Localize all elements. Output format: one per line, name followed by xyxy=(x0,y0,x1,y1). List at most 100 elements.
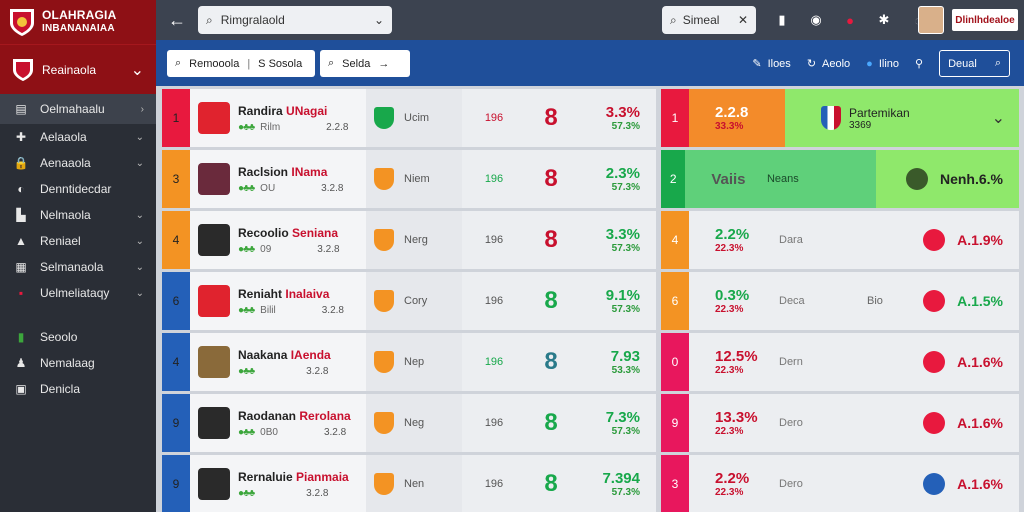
sidebar-item-oelmahaalu[interactable]: ▤ Oelmahaalu › xyxy=(0,94,156,124)
player-avatar xyxy=(198,224,230,256)
chevron-down-icon[interactable]: ⌄ xyxy=(991,110,1005,127)
globe-icon: ◐ xyxy=(17,182,25,196)
stat-end-cell: A.1.9% xyxy=(907,229,1019,251)
alert-icon[interactable]: ◉ xyxy=(810,12,822,27)
sidebar-item-label: Denicla xyxy=(40,382,81,396)
avatar[interactable] xyxy=(918,6,944,34)
player-cell[interactable]: Randira UNagai ●♣♣ Rilm 2.2.8 xyxy=(190,89,366,147)
club-cell[interactable]: Neg xyxy=(366,394,462,452)
club-cell[interactable]: Cory xyxy=(366,272,462,330)
search-icon: ⌕ xyxy=(175,57,182,69)
highlight-panel[interactable]: Partemikan 3369 ⌄ xyxy=(785,89,1019,147)
form-icons: ●♣♣ xyxy=(238,304,255,316)
player-cell[interactable]: Rernaluie Pianmaia ●♣♣ 3.2.8 xyxy=(190,455,366,512)
stat-end-value: A.1.6% xyxy=(957,415,1003,431)
filter-dropdown-chip[interactable]: ⌕ Selda → xyxy=(320,50,410,77)
bookmark-icon[interactable]: ▮ xyxy=(778,12,786,27)
stat-end-cell: A.1.5% xyxy=(907,290,1019,312)
stats-row[interactable]: 0 12.5% 22.3% Dern A.1.6% xyxy=(661,333,1019,391)
chevron-down-icon: ⌄ xyxy=(135,235,144,247)
filter-item-aeolo[interactable]: ↻ Aeolo xyxy=(806,57,850,71)
shield-icon xyxy=(13,58,33,81)
sidebar-item-selmanaola[interactable]: ▦ Selmanaola ⌄ xyxy=(0,254,156,280)
stat-percent-cell: 13.3% 22.3% xyxy=(689,409,779,437)
form-icons: ●♣♣ xyxy=(238,182,255,194)
percent-sub: 57.3% xyxy=(611,487,640,498)
player-cell[interactable]: Recoolio Seniana ●♣♣ 09 3.2.8 xyxy=(190,211,366,269)
table-row[interactable]: 1 Randira UNagai ●♣♣ Rilm 2.2.8 Ucim 196 8 3.3% 5… xyxy=(162,89,656,147)
row-rank: 9 xyxy=(162,455,190,512)
table-row[interactable]: 9 Rernaluie Pianmaia ●♣♣ 3.2.8 Nen 196 8 7.394 5… xyxy=(162,455,656,512)
pin-icon[interactable]: ⚲ xyxy=(915,58,924,70)
brand[interactable]: OLAHRAGIA INBANANAIAA xyxy=(0,0,156,44)
player-first-name: Raclsion xyxy=(238,164,289,179)
chevron-down-icon: ⌄ xyxy=(135,209,144,221)
stats-row[interactable]: 6 0.3% 22.3% Deca Bio A.1.5% xyxy=(661,272,1019,330)
stats-row[interactable]: 2 Vaiis Neans Nenh.6.% xyxy=(661,150,1019,208)
club-cell[interactable]: Nen xyxy=(366,455,462,512)
stat-end-cell: Nenh.6.% xyxy=(905,168,1019,190)
sidebar-item-reniael[interactable]: ▲ Reniael ⌄ xyxy=(0,228,156,254)
sidebar-item-denicla[interactable]: ▣ Denicla xyxy=(0,376,156,402)
player-meta: ●♣♣ 0B0 3.2.8 xyxy=(238,427,351,438)
percent-sub: 53.3% xyxy=(611,365,640,376)
close-icon[interactable]: ✕ xyxy=(737,13,748,27)
stats-row[interactable]: 4 2.2% 22.3% Dara A.1.9% xyxy=(661,211,1019,269)
notification-icon[interactable]: ● xyxy=(846,12,854,28)
sidebar-item-nelmaola[interactable]: ▙ Nelmaola ⌄ xyxy=(0,202,156,228)
back-arrow-icon[interactable]: ← xyxy=(168,9,186,30)
stats-table: 1 2.2.8 33.3% Partemikan 3369 ⌄ 2 Vaiis Neans Nen… xyxy=(661,86,1019,512)
gear-icon[interactable]: ✱ xyxy=(878,12,890,27)
stat-percent-sub: 22.3% xyxy=(715,243,744,254)
sidebar-item-nemalaag[interactable]: ♟ Nemalaag xyxy=(0,350,156,376)
secondary-search-input[interactable]: ⌕ Simeal ✕ xyxy=(662,6,756,34)
action-button[interactable]: Deual ⌕ xyxy=(939,50,1010,77)
player-cell[interactable]: Raclsion INama ●♣♣ OU 3.2.8 xyxy=(190,150,366,208)
shield-icon: ▮ xyxy=(17,330,25,344)
club-cell[interactable]: Nep xyxy=(366,333,462,391)
stats-row[interactable]: 3 2.2% 22.3% Dero A.1.6% xyxy=(661,455,1019,512)
sidebar-nav: ▤ Oelmahaalu › ✚ Aelaaola ⌄ 🔒 Aenaaola ⌄… xyxy=(0,94,156,306)
player-name: Recoolio Seniana xyxy=(238,226,340,240)
filter-search-chip[interactable]: ⌕ Remooola | S Sosola xyxy=(167,50,315,77)
row-rank: 1 xyxy=(162,89,190,147)
player-avatar xyxy=(198,468,230,500)
brand-text: OLAHRAGIA INBANANAIAA xyxy=(42,9,116,35)
stats-row[interactable]: 1 2.2.8 33.3% Partemikan 3369 ⌄ xyxy=(661,89,1019,147)
table-row[interactable]: 4 Naakana IAenda ●♣♣ 3.2.8 Nep 196 8 7.93 53.3% xyxy=(162,333,656,391)
club-cell[interactable]: Niem xyxy=(366,150,462,208)
table-row[interactable]: 6 Reniaht Inalaiva ●♣♣ Bilil 3.2.8 Cory 196 8 9.… xyxy=(162,272,656,330)
refresh-icon: ↻ xyxy=(806,58,817,70)
table-row[interactable]: 4 Recoolio Seniana ●♣♣ 09 3.2.8 Nerg 196 8 3.3% 5… xyxy=(162,211,656,269)
club-cell[interactable]: Ucim xyxy=(366,89,462,147)
player-cell[interactable]: Reniaht Inalaiva ●♣♣ Bilil 3.2.8 xyxy=(190,272,366,330)
search-input[interactable]: ⌕ Rimgralaold ⌄ xyxy=(198,6,392,34)
chevron-down-icon[interactable]: ⌄ xyxy=(373,13,384,27)
help-icon[interactable]: ◔ xyxy=(908,10,928,30)
player-info: Naakana IAenda ●♣♣ 3.2.8 xyxy=(238,348,331,377)
filter-item-ilino[interactable]: ● Ilino xyxy=(866,58,899,70)
player-name: Raclsion INama xyxy=(238,165,343,179)
player-cell[interactable]: Raodanan Rerolana ●♣♣ 0B0 3.2.8 xyxy=(190,394,366,452)
filter-item-iloes[interactable]: ✎ Iloes xyxy=(752,57,790,71)
user-badge[interactable]: Dlinlhdealoe xyxy=(952,9,1018,31)
sidebar-item-label: Seoolo xyxy=(40,330,78,344)
club-cell[interactable]: Nerg xyxy=(366,211,462,269)
sidebar-item-uelmeliataqy[interactable]: ▪ Uelmeliataqy ⌄ xyxy=(0,280,156,306)
club-name: Cory xyxy=(404,295,428,307)
sidebar-item-aelaaola[interactable]: ✚ Aelaaola ⌄ xyxy=(0,124,156,150)
table-row[interactable]: 9 Raodanan Rerolana ●♣♣ 0B0 3.2.8 Neg 196 8 7.3%… xyxy=(162,394,656,452)
stats-row[interactable]: 9 13.3% 22.3% Dero A.1.6% xyxy=(661,394,1019,452)
sidebar-section-header[interactable]: Reainaola ⌄ xyxy=(0,44,156,94)
stat-percent-sub: 22.3% xyxy=(715,487,744,498)
highlight-name: Partemikan xyxy=(849,105,910,120)
table-row[interactable]: 3 Raclsion INama ●♣♣ OU 3.2.8 Niem 196 8 2.3% 57.… xyxy=(162,150,656,208)
player-cell[interactable]: Naakana IAenda ●♣♣ 3.2.8 xyxy=(190,333,366,391)
person-icon: ✚ xyxy=(15,130,27,144)
stat-end-value: A.1.6% xyxy=(957,354,1003,370)
sidebar-item-aenaaola[interactable]: 🔒 Aenaaola ⌄ xyxy=(0,150,156,176)
sidebar-item-seoolo[interactable]: ▮ Seoolo xyxy=(0,324,156,350)
goals-value: 8 xyxy=(544,409,558,436)
sidebar-item-denntidecdar[interactable]: ◐ Denntidecdar xyxy=(0,176,156,202)
stat-name: Neans xyxy=(766,173,799,185)
